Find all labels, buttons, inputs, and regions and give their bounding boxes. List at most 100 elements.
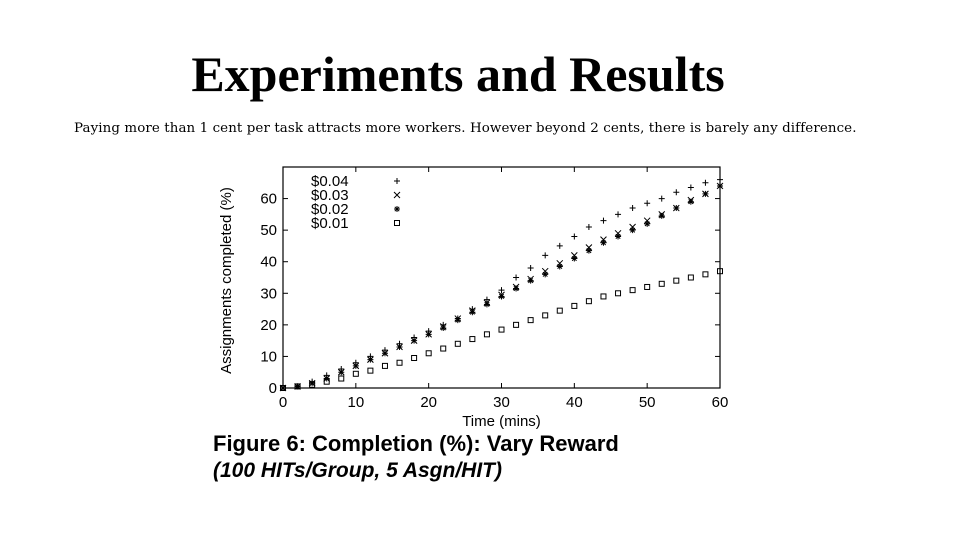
y-tick-label: 20 [260, 317, 277, 334]
series-002 [280, 182, 723, 391]
data-point [352, 370, 359, 377]
data-point [352, 362, 359, 369]
data-point [673, 205, 680, 212]
data-point [498, 326, 505, 333]
data-point [571, 255, 578, 262]
figure-caption: Figure 6: Completion (%): Vary Reward [213, 431, 619, 456]
legend-marker [394, 178, 400, 184]
data-point [542, 271, 549, 278]
data-point [658, 212, 665, 219]
data-point [615, 233, 622, 240]
data-point [658, 280, 665, 287]
legend-label: $0.04 [311, 173, 349, 190]
legend-label: $0.02 [311, 201, 349, 218]
legend-marker [394, 206, 400, 212]
data-point [615, 290, 622, 297]
data-point [498, 287, 505, 294]
legend-label: $0.01 [311, 215, 349, 232]
data-point [717, 182, 723, 189]
y-axis-label: Assignments completed (%) [218, 187, 235, 374]
data-point [644, 220, 651, 227]
data-point [527, 277, 534, 284]
data-point [629, 227, 636, 234]
data-point [702, 190, 709, 197]
data-point [527, 317, 534, 324]
data-point [469, 309, 476, 316]
data-point [658, 195, 665, 202]
data-point [702, 271, 709, 278]
x-tick-label: 30 [493, 394, 510, 411]
data-point [643, 217, 651, 225]
x-tick-label: 0 [279, 394, 287, 411]
data-point [600, 239, 607, 246]
data-point [338, 369, 345, 376]
data-point [644, 283, 651, 290]
data-point [396, 359, 403, 366]
data-point [381, 362, 388, 369]
data-point [483, 301, 490, 308]
data-point [411, 355, 418, 362]
y-tick-label: 40 [260, 254, 277, 271]
slide-subtitle: Paying more than 1 cent per task attract… [74, 121, 857, 136]
y-tick-label: 10 [260, 348, 277, 365]
data-point [629, 287, 636, 294]
data-point [615, 211, 622, 218]
data-point [673, 277, 680, 284]
data-point [542, 312, 549, 319]
data-point [381, 350, 388, 357]
data-point [687, 184, 694, 191]
data-point [600, 236, 607, 243]
data-point [571, 233, 578, 240]
y-tick-label: 50 [260, 222, 277, 239]
plot-frame [282, 166, 721, 389]
data-point [702, 179, 709, 186]
data-point [556, 242, 563, 249]
data-point [556, 307, 563, 314]
data-point [527, 265, 534, 272]
data-point [513, 321, 520, 328]
data-point [323, 375, 330, 382]
legend-label: $0.03 [311, 187, 349, 204]
data-point [556, 259, 564, 267]
data-point [614, 229, 622, 237]
x-axis-label: Time (mins) [462, 413, 541, 430]
data-point [629, 205, 636, 212]
legend-marker [393, 191, 401, 199]
data-point [644, 200, 651, 207]
data-point [585, 298, 592, 305]
y-tick-label: 0 [269, 380, 277, 397]
series-001 [280, 268, 723, 391]
data-point [483, 331, 490, 338]
data-point [585, 223, 592, 230]
data-point [570, 252, 578, 259]
figure-subcaption: (100 HITs/Group, 5 Asgn/HIT) [213, 459, 502, 482]
data-point [717, 268, 723, 275]
data-point [323, 378, 330, 385]
y-tick-label: 60 [260, 191, 277, 208]
x-tick-label: 60 [712, 394, 729, 411]
data-point [280, 385, 286, 391]
x-tick-label: 40 [566, 394, 583, 411]
data-point [309, 381, 316, 388]
data-point [469, 336, 476, 343]
data-point [687, 274, 694, 281]
data-point [367, 367, 374, 374]
data-point [673, 189, 680, 196]
data-point [600, 217, 607, 224]
data-point [513, 285, 520, 292]
data-point [338, 375, 345, 382]
y-tick-label: 30 [260, 285, 277, 302]
data-point [294, 383, 301, 390]
slide-title: Experiments and Results [191, 46, 725, 102]
data-point [717, 176, 723, 183]
data-point [541, 267, 549, 275]
data-point [454, 340, 461, 347]
data-point [585, 244, 593, 251]
data-point [498, 293, 505, 300]
data-point [585, 247, 592, 254]
data-point [454, 317, 461, 324]
data-point [425, 350, 432, 357]
data-point [411, 337, 418, 344]
data-point [309, 380, 316, 387]
